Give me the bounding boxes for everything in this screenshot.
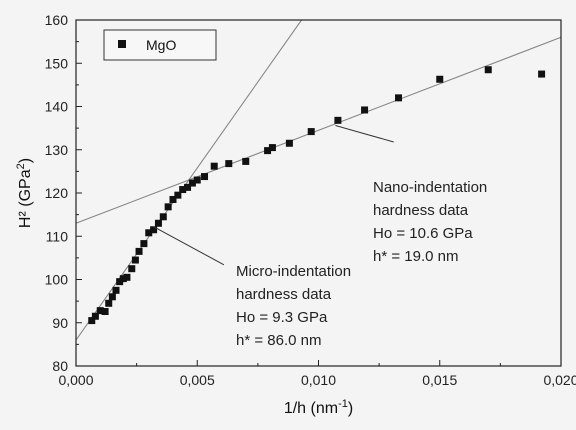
data-point [264,147,272,155]
data-point [135,247,143,255]
data-point [201,173,209,181]
data-point [193,176,201,184]
y-tick-label: 140 [45,99,69,115]
annotation-pointer-nano [335,125,394,143]
x-tick-label: 0,020 [543,372,576,388]
y-tick-label: 130 [45,142,69,158]
data-point [88,317,96,325]
data-point [225,160,233,168]
x-tick-label: 0,005 [180,372,215,388]
data-point [96,307,104,315]
data-point [268,144,276,152]
data-point [123,273,131,281]
data-point [119,275,127,283]
annotation-nano-line: Ho = 10.6 GPa [373,225,473,242]
data-point [184,183,192,191]
data-point [395,94,403,102]
y-tick-label: 120 [45,185,69,201]
annotation-nano-line: h* = 19.0 nm [373,248,458,265]
x-axis-title: 1/h (nm-1) [284,398,353,417]
data-point [188,179,196,187]
data-point [538,70,546,78]
data-point [128,265,136,273]
y-tick-label: 100 [45,272,69,288]
data-point [145,229,153,237]
data-point [164,203,172,211]
y-tick-label: 150 [45,55,69,71]
data-point [108,293,116,301]
x-tick-label: 0,015 [422,372,457,388]
y-tick-label: 80 [52,358,68,374]
data-point [105,299,113,307]
annotation-micro-line: Micro-indentation [236,263,351,280]
data-point [169,195,177,203]
data-point [101,308,109,316]
data-point [154,219,162,227]
data-point [159,213,167,221]
data-point [174,191,182,199]
data-point [112,286,120,294]
data-point [307,128,315,136]
annotation-nano-line: hardness data [373,202,469,219]
legend-marker [118,40,126,48]
legend: MgO [103,29,217,61]
annotations: Nano-indentation hardness data Ho = 10.6 G… [153,125,487,349]
annotation-micro-line: h* = 86.0 nm [236,332,321,349]
y-axis-ticks: 80 90 100 110 120 130 140 150 160 [45,12,82,374]
data-point [210,162,218,170]
data-point [131,256,139,264]
x-tick-label: 0,000 [58,372,93,388]
data-point [140,240,148,248]
annotation-nano-line: Nano-indentation [373,179,487,196]
data-point [285,139,293,147]
data-point [91,312,99,320]
data-points [88,66,546,325]
fit-lines [76,20,561,341]
data-point [334,116,342,124]
annotation-micro-line: hardness data [236,286,332,303]
data-point [150,226,158,234]
y-axis-title: H² (GPa2) [15,158,34,228]
data-point [179,186,187,194]
x-tick-label: 0,010 [301,372,336,388]
data-point [484,66,492,74]
y-tick-label: 110 [46,228,69,244]
annotation-micro-line: Ho = 9.3 GPa [236,309,328,326]
legend-label: MgO [146,37,176,53]
data-point [361,106,369,114]
annotation-pointer-micro [153,226,225,266]
y-tick-label: 90 [52,315,68,331]
fit-line-nano [76,36,561,224]
data-point [436,75,444,83]
x-axis-ticks: 0,000 0,005 0,010 0,015 0,020 [58,360,576,388]
data-point [116,278,124,286]
y-tick-label: 160 [45,12,69,28]
data-point [242,157,250,165]
